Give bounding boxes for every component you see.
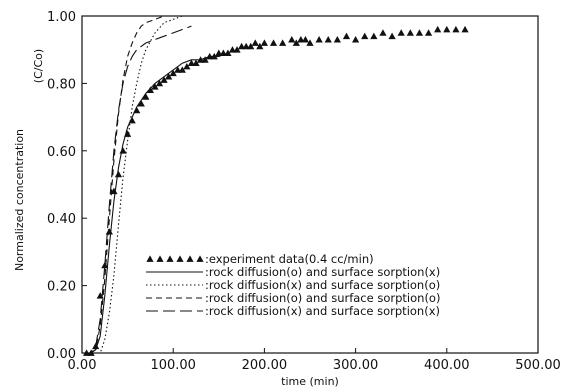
data-point xyxy=(292,39,300,46)
data-point xyxy=(110,187,118,195)
legend-label: :rock diffusion(o) and surface sorption(… xyxy=(205,291,440,305)
data-point xyxy=(174,66,182,73)
series-layer xyxy=(82,15,469,356)
data-point xyxy=(192,59,200,67)
series-2 xyxy=(82,15,192,354)
data-point xyxy=(183,62,191,70)
legend-marker xyxy=(176,255,184,262)
data-point xyxy=(114,170,123,178)
legend-marker xyxy=(146,255,154,262)
legend-marker xyxy=(156,255,164,262)
data-point xyxy=(165,73,173,80)
data-point xyxy=(324,35,332,43)
data-point xyxy=(238,42,246,50)
legend: :experiment data(0.4 cc/min):rock diffus… xyxy=(146,252,440,318)
x-tick-label: 200.00 xyxy=(242,358,288,373)
data-point xyxy=(361,32,369,40)
series-3 xyxy=(82,15,183,354)
data-point xyxy=(151,83,159,90)
data-point xyxy=(269,39,278,46)
data-point xyxy=(137,100,145,107)
data-point xyxy=(388,32,396,40)
series-4 xyxy=(82,25,192,354)
x-axis-ticks: 0.00 100.00 200.00 300.00 400.00 500.00 xyxy=(68,348,561,373)
data-point xyxy=(397,29,405,36)
legend-item: :rock diffusion(o) and surface sorption(… xyxy=(146,291,440,305)
legend-marker xyxy=(166,255,174,262)
x-tick-label: 400.00 xyxy=(424,358,470,373)
data-point xyxy=(260,39,268,46)
legend-label: :rock diffusion(x) and surface sorption(… xyxy=(205,278,440,292)
data-point xyxy=(370,32,378,40)
x-tick-label: 500.00 xyxy=(515,358,561,373)
data-point xyxy=(443,25,451,33)
data-point xyxy=(379,29,387,36)
data-point xyxy=(160,76,168,83)
series-line xyxy=(82,15,192,354)
y-tick-label: 0.60 xyxy=(47,145,76,160)
data-point xyxy=(333,35,341,43)
legend-label: :experiment data(0.4 cc/min) xyxy=(205,252,374,266)
data-point xyxy=(415,29,424,36)
y-tick-label: 1.00 xyxy=(47,10,76,25)
data-point xyxy=(215,49,223,56)
data-point xyxy=(155,79,164,87)
x-tick-label: 0.00 xyxy=(68,358,97,373)
series-line xyxy=(82,25,192,354)
data-point xyxy=(256,42,264,50)
data-point xyxy=(247,42,255,50)
legend-marker xyxy=(196,255,204,262)
y-axis-label: Normalized concentration xyxy=(13,129,26,271)
series-line xyxy=(82,15,183,354)
legend-label: :rock diffusion(x) and surface sorption(… xyxy=(205,304,440,318)
data-point xyxy=(187,59,196,67)
data-point xyxy=(101,261,109,269)
data-point xyxy=(306,39,314,46)
data-point xyxy=(297,35,305,43)
data-point xyxy=(242,42,250,50)
legend-item: :rock diffusion(x) and surface sorption(… xyxy=(146,304,440,318)
data-point xyxy=(233,46,241,53)
data-point xyxy=(228,46,237,53)
legend-marker xyxy=(186,255,194,262)
y-axis-unit: (C/Co) xyxy=(32,49,45,83)
data-point xyxy=(146,86,154,94)
x-tick-label: 100.00 xyxy=(150,358,196,373)
data-point xyxy=(169,69,177,77)
legend-label: :rock diffusion(o) and surface sorption(… xyxy=(205,265,440,279)
data-point xyxy=(461,25,469,33)
data-point xyxy=(342,32,351,40)
y-tick-label: 0.80 xyxy=(47,77,76,92)
data-point xyxy=(406,29,414,36)
data-point xyxy=(301,35,310,43)
data-point xyxy=(452,25,460,33)
y-tick-label: 0.20 xyxy=(47,280,76,295)
y-tick-label: 0.00 xyxy=(47,347,76,362)
plot-frame xyxy=(81,15,539,354)
data-point xyxy=(352,35,360,43)
data-point xyxy=(434,25,442,33)
data-point xyxy=(279,39,287,46)
y-tick-label: 0.40 xyxy=(47,212,76,227)
data-point xyxy=(424,29,433,36)
data-point xyxy=(96,292,104,299)
x-tick-label: 300.00 xyxy=(333,358,379,373)
legend-item: :experiment data(0.4 cc/min) xyxy=(146,252,374,266)
data-point xyxy=(315,35,323,43)
data-point xyxy=(142,93,150,100)
legend-item: :rock diffusion(o) and surface sorption(… xyxy=(146,265,440,279)
series-1 xyxy=(82,52,229,354)
y-axis-ticks: 0.00 0.20 0.40 0.60 0.80 1.00 xyxy=(47,10,87,362)
legend-item: :rock diffusion(x) and surface sorption(… xyxy=(146,278,440,292)
series-line xyxy=(82,52,229,354)
data-point xyxy=(201,56,209,63)
data-point xyxy=(251,39,259,46)
data-point xyxy=(288,35,296,43)
x-axis-label: time (min) xyxy=(281,375,339,388)
data-point xyxy=(178,66,186,73)
